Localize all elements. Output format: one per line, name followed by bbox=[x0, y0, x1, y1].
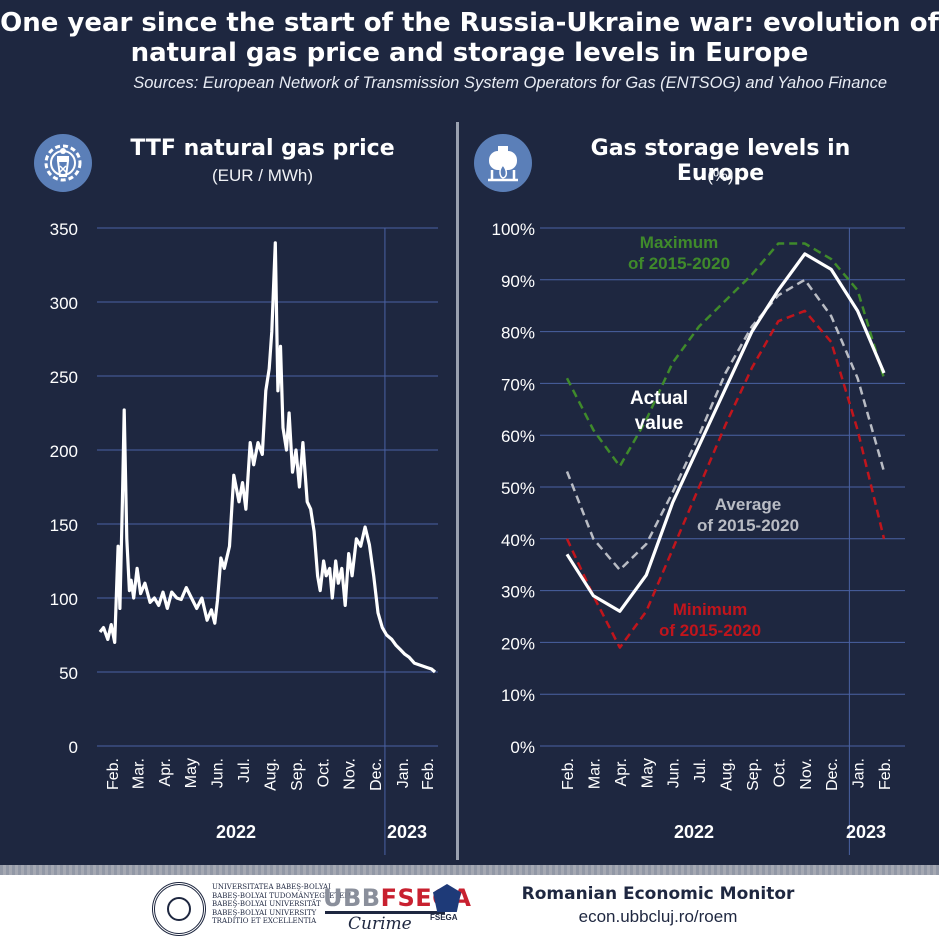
university-name-line: TRADITIO ET EXCELLENTIA bbox=[212, 917, 317, 926]
average-annotation-line-1: Average bbox=[715, 495, 781, 514]
maximum-annotation-line-1: Maximum bbox=[640, 233, 718, 252]
right-y-tick-label: 60% bbox=[501, 427, 535, 446]
right-y-tick-label: 80% bbox=[501, 324, 535, 343]
left-x-tick-label: Apr. bbox=[157, 758, 174, 786]
right-x-tick-label: Sep. bbox=[745, 758, 762, 791]
charts-canvas: 0 50 100 150 200 250 300 350 Feb. Mar. Apr. May Jun.… bbox=[50, 220, 905, 855]
left-y-tick-label: 300 bbox=[50, 294, 78, 313]
left-x-tick-label: Mar. bbox=[131, 758, 148, 789]
right-x-tick-label: Jul. bbox=[692, 758, 709, 783]
university-seal-icon bbox=[152, 882, 206, 936]
ubb-logo-text: UBB bbox=[323, 884, 381, 912]
university-name: UNIVERSITATEA BABEŞ-BOLYAI BABEŞ-BOLYAI T… bbox=[212, 883, 351, 926]
university-name-line: UNIVERSITATEA BABEŞ-BOLYAI bbox=[212, 883, 331, 891]
right-x-tick-label: Jun. bbox=[666, 758, 683, 788]
left-y-tick-label: 150 bbox=[50, 516, 78, 535]
right-y-tick-label: 0% bbox=[510, 738, 535, 757]
right-year-label-2023: 2023 bbox=[846, 822, 886, 842]
right-x-tick-label: May bbox=[639, 758, 656, 788]
right-x-tick-label: Dec. bbox=[824, 758, 841, 791]
roem-url[interactable]: econ.ubbcluj.ro/roem bbox=[578, 907, 738, 926]
right-x-tick-label: Mar. bbox=[586, 758, 603, 789]
panel-divider bbox=[456, 122, 459, 860]
right-y-tick-label: 50% bbox=[501, 479, 535, 498]
left-x-tick-label: Feb. bbox=[105, 758, 122, 790]
maximum-annotation-line-2: of 2015-2020 bbox=[628, 254, 730, 273]
right-y-tick-label: 90% bbox=[501, 272, 535, 291]
right-x-tick-label: Oct. bbox=[771, 758, 788, 787]
footer-divider bbox=[0, 865, 939, 877]
right-x-tick-label: Apr. bbox=[613, 758, 630, 786]
left-y-tick-label: 100 bbox=[50, 590, 78, 609]
left-x-tick-label: Sep. bbox=[289, 758, 306, 791]
left-x-tick-label: Feb. bbox=[420, 758, 437, 790]
left-x-tick-label: Nov. bbox=[342, 758, 359, 790]
left-x-tick-label: May bbox=[183, 758, 200, 788]
left-x-tick-label: Aug. bbox=[263, 758, 280, 791]
left-y-tick-label: 250 bbox=[50, 368, 78, 387]
right-x-tick-label: Feb. bbox=[560, 758, 577, 790]
university-name-line: BABEŞ-BOLYAI TUDOMÁNYEGYETEM bbox=[212, 891, 352, 900]
right-y-tick-label: 20% bbox=[501, 634, 535, 653]
left-year-label-2022: 2022 bbox=[216, 822, 256, 842]
right-y-tick-label: 70% bbox=[501, 375, 535, 394]
chart-title: One year since the start of the Russia-U… bbox=[0, 8, 939, 68]
left-panel-title: TTF natural gas price bbox=[130, 136, 395, 161]
right-year-label-2022: 2022 bbox=[674, 822, 714, 842]
sources-note: Sources: European Network of Transmissio… bbox=[133, 74, 887, 92]
maximum-series-line bbox=[565, 242, 886, 468]
right-y-tick-label: 10% bbox=[501, 686, 535, 705]
left-y-tick-label: 200 bbox=[50, 442, 78, 461]
chart-title-line-2: natural gas price and storage levels in … bbox=[130, 38, 809, 68]
minimum-series-line bbox=[565, 309, 886, 649]
right-panel-title: Gas storage levels in Europe bbox=[590, 136, 851, 186]
left-y-tick-label: 350 bbox=[50, 220, 78, 239]
average-annotation-line-2: of 2015-2020 bbox=[697, 516, 799, 535]
left-x-tick-label: Dec. bbox=[368, 758, 385, 791]
fsega-badge-label: FSEGA bbox=[430, 913, 458, 922]
right-x-tick-label: Jan. bbox=[851, 758, 868, 788]
left-x-tick-label: Jul. bbox=[236, 758, 253, 783]
left-x-tick-label: Jan. bbox=[395, 758, 412, 788]
left-y-tick-label: 50 bbox=[59, 664, 78, 683]
left-x-tick-label: Jun. bbox=[210, 758, 227, 788]
average-series-line bbox=[565, 278, 886, 572]
ttf-price-line bbox=[98, 241, 437, 674]
actual-annotation-line-2: value bbox=[635, 413, 684, 434]
left-panel-unit: (EUR / MWh) bbox=[211, 166, 314, 185]
chart-title-line-1: One year since the start of the Russia-U… bbox=[0, 8, 939, 38]
right-panel-unit: (%) bbox=[707, 166, 734, 185]
roem-title: Romanian Economic Monitor bbox=[521, 884, 795, 904]
right-y-tick-label: 100% bbox=[492, 220, 535, 239]
gas-tank-flame-icon bbox=[474, 134, 532, 192]
right-x-tick-label: Feb. bbox=[877, 758, 894, 790]
left-year-label-2023: 2023 bbox=[387, 822, 427, 842]
university-name-line: BABEŞ-BOLYAI UNIVERSITY bbox=[212, 908, 317, 917]
minimum-annotation-line-1: Minimum bbox=[673, 600, 748, 619]
actual-series-line bbox=[565, 252, 886, 613]
signature-mark: Curime bbox=[348, 914, 412, 934]
left-y-tick-label: 0 bbox=[69, 738, 78, 757]
right-x-tick-label: Nov. bbox=[798, 758, 815, 790]
right-y-tick-label: 30% bbox=[501, 583, 535, 602]
gas-plant-gear-icon bbox=[34, 134, 92, 192]
actual-annotation-line-1: Actual bbox=[630, 388, 688, 409]
right-x-tick-label: Aug. bbox=[719, 758, 736, 791]
right-y-tick-label: 40% bbox=[501, 531, 535, 550]
university-name-line: BABEŞ-BOLYAI UNIVERSITÄT bbox=[212, 900, 321, 909]
logo-underline bbox=[325, 911, 445, 914]
minimum-annotation-line-2: of 2015-2020 bbox=[659, 621, 761, 640]
left-x-tick-label: Oct. bbox=[315, 758, 332, 787]
